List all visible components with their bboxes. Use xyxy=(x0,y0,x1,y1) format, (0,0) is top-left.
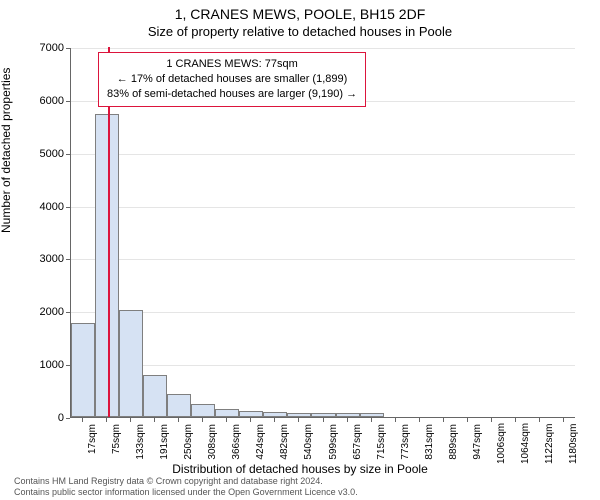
xtick-label: 540sqm xyxy=(303,424,314,464)
annotation-line: 83% of semi-detached houses are larger (… xyxy=(107,87,357,102)
xtick-label: 308sqm xyxy=(207,424,218,464)
gridline-h xyxy=(71,154,575,155)
histogram-bar xyxy=(215,409,239,417)
chart-title-main: 1, CRANES MEWS, POOLE, BH15 2DF xyxy=(0,6,600,22)
y-axis-label: Number of detached properties xyxy=(0,68,13,233)
histogram-bar xyxy=(360,413,384,417)
footer-line: Contains public sector information licen… xyxy=(14,487,358,498)
ytick-label: 0 xyxy=(16,412,64,424)
xtick-mark xyxy=(178,418,179,422)
ytick-label: 7000 xyxy=(16,42,64,54)
xtick-mark xyxy=(539,418,540,422)
histogram-bar xyxy=(287,413,311,417)
xtick-mark xyxy=(347,418,348,422)
histogram-bar xyxy=(71,323,95,417)
histogram-bar xyxy=(239,411,263,417)
ytick-label: 4000 xyxy=(16,201,64,213)
xtick-mark xyxy=(443,418,444,422)
xtick-label: 250sqm xyxy=(183,424,194,464)
histogram-bar xyxy=(263,412,287,417)
footer-attribution: Contains HM Land Registry data © Crown c… xyxy=(14,476,358,498)
ytick-mark xyxy=(66,365,70,366)
annotation-line: ← 17% of detached houses are smaller (1,… xyxy=(107,72,357,87)
ytick-label: 5000 xyxy=(16,148,64,160)
histogram-bar xyxy=(311,413,335,417)
xtick-label: 889sqm xyxy=(448,424,459,464)
ytick-mark xyxy=(66,207,70,208)
xtick-label: 133sqm xyxy=(135,424,146,464)
annotation-box: 1 CRANES MEWS: 77sqm ← 17% of detached h… xyxy=(98,52,366,107)
xtick-mark xyxy=(298,418,299,422)
histogram-bar xyxy=(167,394,191,417)
histogram-bar xyxy=(191,404,215,417)
xtick-mark xyxy=(491,418,492,422)
gridline-h xyxy=(71,207,575,208)
ytick-label: 6000 xyxy=(16,95,64,107)
ytick-label: 2000 xyxy=(16,306,64,318)
xtick-label: 424sqm xyxy=(255,424,266,464)
xtick-label: 482sqm xyxy=(279,424,290,464)
ytick-mark xyxy=(66,48,70,49)
xtick-mark xyxy=(82,418,83,422)
histogram-bar xyxy=(336,413,360,417)
xtick-mark xyxy=(467,418,468,422)
ytick-label: 1000 xyxy=(16,359,64,371)
xtick-label: 715sqm xyxy=(376,424,387,464)
annotation-line: 1 CRANES MEWS: 77sqm xyxy=(107,57,357,72)
xtick-label: 366sqm xyxy=(231,424,242,464)
xtick-mark xyxy=(419,418,420,422)
xtick-mark xyxy=(106,418,107,422)
xtick-mark xyxy=(395,418,396,422)
x-axis-label: Distribution of detached houses by size … xyxy=(0,462,600,476)
footer-line: Contains HM Land Registry data © Crown c… xyxy=(14,476,358,487)
xtick-mark xyxy=(371,418,372,422)
chart-container: 1, CRANES MEWS, POOLE, BH15 2DF Size of … xyxy=(0,0,600,500)
histogram-bar xyxy=(143,375,167,417)
ytick-mark xyxy=(66,312,70,313)
xtick-mark xyxy=(274,418,275,422)
xtick-mark xyxy=(563,418,564,422)
gridline-h xyxy=(71,48,575,49)
xtick-label: 1180sqm xyxy=(568,424,579,464)
xtick-label: 947sqm xyxy=(472,424,483,464)
gridline-h xyxy=(71,259,575,260)
ytick-mark xyxy=(66,259,70,260)
xtick-mark xyxy=(202,418,203,422)
xtick-label: 773sqm xyxy=(400,424,411,464)
xtick-label: 1006sqm xyxy=(496,424,507,464)
xtick-mark xyxy=(226,418,227,422)
chart-title-sub: Size of property relative to detached ho… xyxy=(0,24,600,39)
histogram-bar xyxy=(119,310,143,417)
gridline-h xyxy=(71,312,575,313)
xtick-mark xyxy=(250,418,251,422)
ytick-label: 3000 xyxy=(16,253,64,265)
xtick-label: 657sqm xyxy=(352,424,363,464)
xtick-label: 1064sqm xyxy=(520,424,531,464)
xtick-label: 831sqm xyxy=(424,424,435,464)
xtick-mark xyxy=(130,418,131,422)
ytick-mark xyxy=(66,154,70,155)
xtick-mark xyxy=(515,418,516,422)
xtick-label: 75sqm xyxy=(111,424,122,464)
xtick-mark xyxy=(323,418,324,422)
ytick-mark xyxy=(66,101,70,102)
xtick-label: 599sqm xyxy=(328,424,339,464)
xtick-label: 1122sqm xyxy=(544,424,555,464)
gridline-h xyxy=(71,365,575,366)
xtick-label: 191sqm xyxy=(159,424,170,464)
xtick-mark xyxy=(154,418,155,422)
ytick-mark xyxy=(66,418,70,419)
xtick-label: 17sqm xyxy=(87,424,98,464)
